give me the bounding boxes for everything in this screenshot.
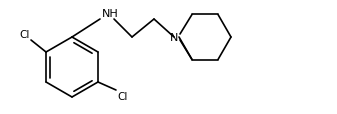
Text: N: N: [170, 33, 178, 43]
Text: Cl: Cl: [117, 91, 127, 101]
Text: NH: NH: [102, 9, 119, 19]
Text: Cl: Cl: [20, 30, 30, 40]
